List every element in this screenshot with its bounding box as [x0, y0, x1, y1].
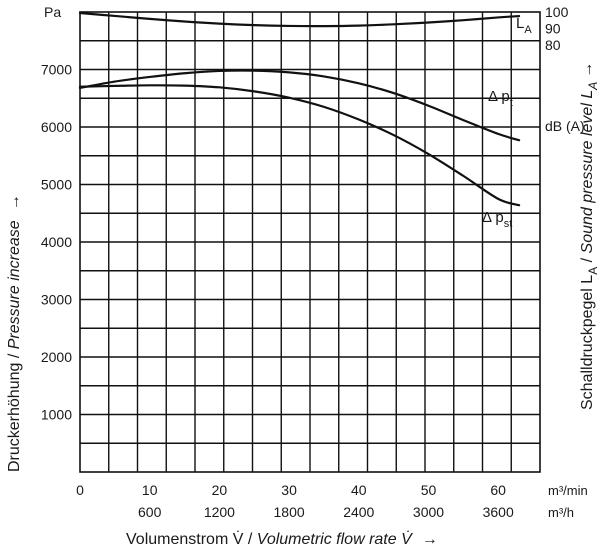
y2-axis-title-en: Sound pressure level L: [579, 90, 596, 254]
label-dpst: Δ pst: [482, 209, 512, 230]
curve-static-pressure: [78, 84, 521, 207]
y-axis-unit: Pa: [44, 4, 61, 20]
y-tick-label: 6000: [41, 119, 72, 135]
y-tick-labels: 1000 2000 3000 4000 5000 6000 7000: [41, 62, 72, 423]
y2-axis-title-sub2: A: [586, 82, 600, 91]
y2-tick-label: 100: [545, 4, 569, 20]
label-dpst-sub: st: [504, 218, 513, 230]
y2-axis-title: Schalldruckpegel LA / Sound pressure lev…: [579, 62, 600, 410]
y2-tick-label: 90: [545, 20, 561, 36]
label-la-main: L: [516, 15, 524, 32]
x-axis-title-sep: /: [243, 531, 256, 548]
y-axis-title: Druckerhöhung / Pressure increase →: [6, 194, 23, 472]
y-axis-title-arrow: →: [6, 194, 23, 210]
x-tick-label-primary: 10: [142, 482, 158, 498]
y2-tick-label: 80: [545, 37, 561, 53]
x-tick-label-primary: 50: [421, 482, 437, 498]
y-tick-label: 4000: [41, 234, 72, 250]
x-tick-label-secondary: 2400: [343, 504, 374, 520]
label-dpst-main: Δ p: [482, 209, 504, 226]
x-axis-title-arrow: →: [422, 531, 438, 548]
x-tick-label-secondary: 600: [138, 504, 162, 520]
y-axis-title-en: Pressure increase: [6, 220, 23, 349]
curves: [78, 11, 521, 207]
x-tick-label-primary: 20: [212, 482, 228, 498]
label-dpt: Δ pt: [488, 88, 513, 109]
x-axis-unit-secondary: m³/h: [548, 505, 574, 520]
label-la-sub: A: [524, 24, 532, 36]
y-axis-title-de: Druckerhöhung: [6, 363, 23, 472]
y-axis-title-sep: /: [6, 349, 23, 362]
x-tick-label-secondary: 3000: [413, 504, 444, 520]
x-tick-label-secondary: 1800: [274, 504, 305, 520]
curve-total-pressure: [78, 69, 521, 142]
x-tick-label-secondary: 1200: [204, 504, 235, 520]
x-tick-label-secondary: 3600: [483, 504, 514, 520]
curve-sound-pressure-level: [78, 11, 521, 28]
y-tick-label: 5000: [41, 177, 72, 193]
y2-axis-unit: dB (A): [545, 118, 585, 134]
y2-axis-title-mid: /: [579, 253, 596, 266]
x-tick-label-primary: 30: [281, 482, 297, 498]
plot-frame: [79, 11, 541, 473]
x-axis-unit-primary: m³/min: [548, 483, 588, 498]
y-tick-label: 1000: [41, 407, 72, 423]
x-tick-label-primary: 40: [351, 482, 367, 498]
y-tick-label: 2000: [41, 349, 72, 365]
label-dpt-sub: t: [510, 97, 513, 109]
label-la: LA: [516, 15, 532, 36]
x-axis-title: Volumenstrom V̇ / Volumetric flow rate V…: [126, 530, 438, 548]
y2-axis-title-arrow: →: [579, 62, 596, 78]
x-tick-labels: 0 10 20 30 40 50 60 600 1200 1800 2400 3000 3600: [76, 482, 514, 520]
y-tick-label: 3000: [41, 292, 72, 308]
x-axis-title-de: Volumenstrom V̇: [126, 530, 244, 548]
x-axis-title-en: Volumetric flow rate V̇: [257, 530, 413, 548]
x-tick-label-primary: 0: [76, 482, 84, 498]
grid: [80, 12, 540, 472]
label-dpt-main: Δ p: [488, 88, 510, 105]
y2-axis-title-de: Schalldruckpegel L: [579, 275, 596, 410]
y2-axis-title-sub1: A: [586, 267, 600, 275]
x-tick-label-primary: 60: [490, 482, 506, 498]
y-tick-label: 7000: [41, 62, 72, 78]
